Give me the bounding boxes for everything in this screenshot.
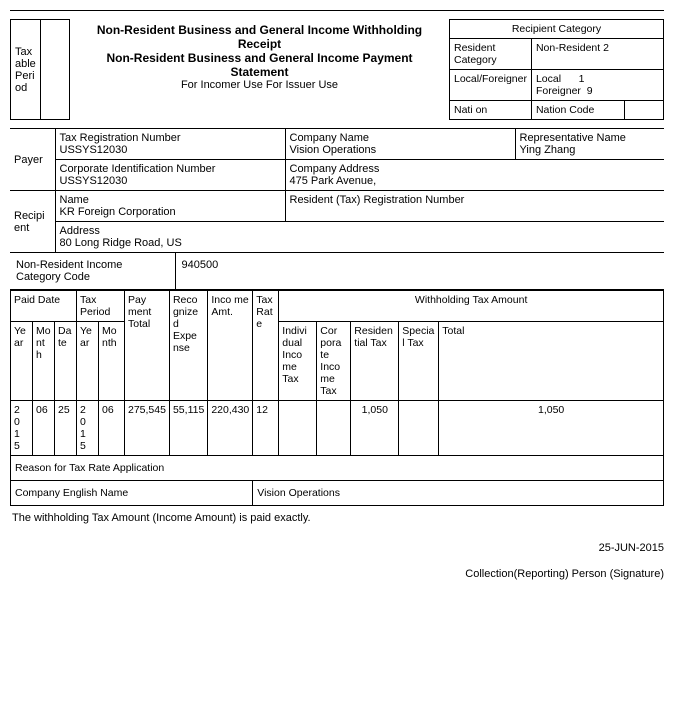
- company-addr-label: Company Address: [290, 163, 661, 175]
- cell-tp-month: 06: [99, 401, 125, 456]
- corporate-header: Cor pora te Inco me Tax: [317, 322, 351, 401]
- table-row: 2015 06 25 2015 06 275,545 55,115 220,43…: [11, 401, 664, 456]
- taxable-period-box: Tax able Peri od: [10, 19, 70, 120]
- title-block: Non-Resident Business and General Income…: [70, 19, 449, 120]
- company-name-value: Vision Operations: [290, 144, 377, 156]
- recipient-address-value: 80 Long Ridge Road, US: [60, 237, 182, 249]
- corp-id-label: Corporate Identification Number: [60, 163, 281, 175]
- tax-rate-header: Tax Rat e: [253, 291, 279, 401]
- income-amt-header: Inco me Amt.: [208, 291, 253, 401]
- cell-payment-total: 275,545: [125, 401, 170, 456]
- paid-date-header: Paid Date: [11, 291, 77, 322]
- rep-name-value: Ying Zhang: [520, 144, 576, 156]
- category-label: Non-Resident Income Category Code: [10, 253, 175, 290]
- month-header: Mo nt h: [33, 322, 55, 401]
- nation-code-label: Nation Code: [531, 101, 624, 120]
- title-1: Non-Resident Business and General Income…: [78, 23, 441, 51]
- date-header: Da te: [55, 322, 77, 401]
- cell-year: 2015: [11, 401, 33, 456]
- resident-category-label: Resident Category: [450, 39, 532, 70]
- cell-recognized-expense: 55,115: [169, 401, 207, 456]
- title-2: Non-Resident Business and General Income…: [78, 51, 441, 79]
- payer-label: Payer: [10, 129, 55, 191]
- rep-name-label: Representative Name: [520, 132, 661, 144]
- cell-corporate: [317, 401, 351, 456]
- recipient-name-value: KR Foreign Corporation: [60, 206, 176, 218]
- tp-month-header: Mo nth: [99, 322, 125, 401]
- withholding-header: Withholding Tax Amount: [279, 291, 664, 322]
- reason-label: Reason for Tax Rate Application: [11, 456, 664, 481]
- recipient-label: Recipi ent: [10, 191, 55, 253]
- nation-label: Nati on: [450, 101, 532, 120]
- company-name-label: Company Name: [290, 132, 511, 144]
- recipient-category-table: Recipient Category Resident Category Non…: [449, 19, 664, 120]
- cell-tp-year: 2015: [77, 401, 99, 456]
- company-addr-value: 475 Park Avenue,: [290, 175, 377, 187]
- recipient-category-header: Recipient Category: [450, 20, 664, 39]
- cell-month: 06: [33, 401, 55, 456]
- tax-reg-label: Tax Registration Number: [60, 132, 281, 144]
- special-header: Specia l Tax: [399, 322, 439, 401]
- company-english-label: Company English Name: [11, 481, 253, 506]
- footer-date: 25-JUN-2015: [10, 542, 664, 554]
- corp-id-value: USSYS12030: [60, 175, 128, 187]
- resident-reg-label: Resident (Tax) Registration Number: [290, 194, 465, 206]
- residential-header: Residen tial Tax: [351, 322, 399, 401]
- withholding-table: Paid Date Tax Period Pay ment Total Reco…: [10, 290, 664, 506]
- cell-date: 25: [55, 401, 77, 456]
- cell-income-amt: 220,430: [208, 401, 253, 456]
- payment-total-header: Pay ment Total: [125, 291, 170, 401]
- category-value: 940500: [175, 253, 664, 290]
- signature-line: Collection(Reporting) Person (Signature): [10, 568, 664, 580]
- company-english-value: Vision Operations: [253, 481, 664, 506]
- recipient-address-label: Address: [60, 225, 661, 237]
- category-row: Non-Resident Income Category Code 940500: [10, 253, 664, 290]
- cell-residential: 1,050: [351, 401, 399, 456]
- cell-special: [399, 401, 439, 456]
- cell-tax-rate: 12: [253, 401, 279, 456]
- tp-year-header: Ye ar: [77, 322, 99, 401]
- payer-recipient-block: Payer Tax Registration Number USSYS12030…: [10, 128, 664, 253]
- cell-individual: [279, 401, 317, 456]
- local-foreigner-values: Local 1 Foreigner 9: [531, 70, 663, 101]
- taxable-period-label: Tax able Peri od: [11, 20, 41, 119]
- cell-total: 1,050: [439, 401, 664, 456]
- local-foreigner-label: Local/Foreigner: [450, 70, 532, 101]
- total-header: Total: [439, 322, 664, 401]
- resident-category-value: Non-Resident 2: [531, 39, 663, 70]
- subtitle: For Incomer Use For Issuer Use: [78, 79, 441, 91]
- recipient-name-label: Name: [60, 194, 281, 206]
- statement-text: The withholding Tax Amount (Income Amoun…: [12, 512, 664, 524]
- year-header: Ye ar: [11, 322, 33, 401]
- tax-reg-value: USSYS12030: [60, 144, 128, 156]
- recognized-expense-header: Reco gnize d Expe nse: [169, 291, 207, 401]
- tax-period-header: Tax Period: [77, 291, 125, 322]
- individual-header: Indivi dual Inco me Tax: [279, 322, 317, 401]
